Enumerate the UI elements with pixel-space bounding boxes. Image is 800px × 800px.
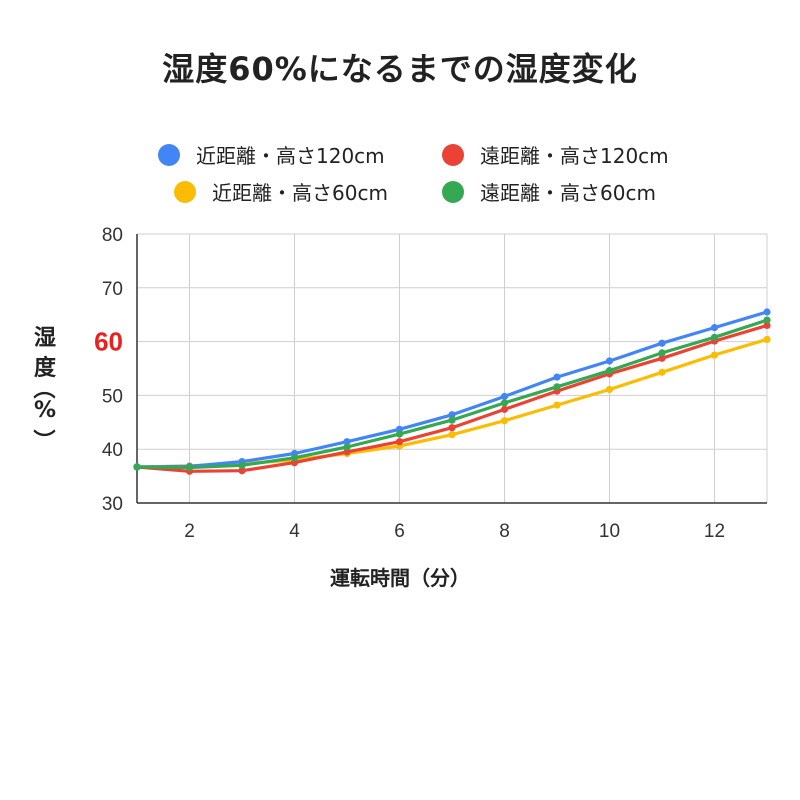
x-tick-label: 10 [599, 521, 620, 542]
y-tick-label: 30 [102, 494, 123, 515]
y-tick-label: 50 [102, 386, 123, 407]
data-point [763, 335, 771, 344]
data-point [448, 424, 456, 432]
data-point [553, 401, 561, 409]
data-point [763, 316, 771, 324]
data-point [500, 417, 509, 425]
data-point [658, 349, 666, 357]
y-axis-title-char: 湿 [33, 326, 56, 351]
data-point [500, 405, 509, 413]
data-point [395, 438, 404, 446]
data-point [710, 324, 719, 332]
chart-title: 湿度60%になるまでの湿度変化 [162, 50, 638, 88]
x-tick-label: 4 [289, 521, 300, 542]
series-3 [133, 335, 771, 471]
data-point [658, 339, 666, 347]
data-point [238, 467, 246, 475]
data-point [133, 463, 141, 471]
legend-label: 近距離・高さ120cm [196, 144, 385, 168]
data-point [343, 443, 351, 451]
data-point [238, 461, 246, 469]
data-point [710, 351, 719, 359]
x-tick-label: 2 [184, 521, 195, 542]
data-point [448, 416, 456, 424]
data-point [395, 430, 404, 438]
series-4 [133, 316, 771, 472]
legend: 近距離・高さ120cm 遠距離・高さ120cm 近距離・高さ60cm 遠距離・高… [0, 0, 800, 205]
data-point [343, 438, 351, 446]
data-point [605, 357, 614, 365]
data-point [500, 392, 509, 401]
legend-label: 遠距離・高さ60cm [480, 181, 656, 205]
y-axis-title-char: 度 [33, 356, 56, 381]
legend-dot-yellow [174, 180, 196, 203]
series-line [135, 337, 769, 469]
data-point [500, 399, 509, 407]
series-1 [133, 308, 771, 471]
data-point [605, 385, 614, 394]
legend-label: 遠距離・高さ120cm [480, 144, 669, 168]
series-2 [133, 321, 771, 475]
x-tick-label: 8 [499, 521, 510, 542]
x-axis-title: 運転時間（分） [330, 566, 470, 590]
legend-item-near-60: 近距離・高さ60cm [174, 177, 388, 206]
y-tick-label: 70 [102, 279, 123, 300]
data-point [658, 354, 666, 362]
x-tick-label: 6 [394, 521, 405, 542]
x-tick-label: 12 [704, 521, 725, 542]
series-line [135, 310, 769, 469]
legend-label: 近距離・高さ60cm [212, 181, 388, 205]
y-tick-label: 40 [102, 440, 123, 461]
series-line [135, 318, 769, 470]
legend-item-far-60: 遠距離・高さ60cm [442, 177, 656, 206]
tick-labels: 30 40 50 60 70 80 2 4 6 8 10 12 [94, 225, 725, 542]
data-point [290, 454, 299, 462]
data-point [185, 463, 194, 472]
data-point [763, 308, 771, 316]
y-tick-label: 80 [102, 225, 123, 246]
axes [136, 234, 767, 504]
y-tick-label-highlight: 60 [94, 327, 123, 357]
legend-dot-red [442, 143, 464, 166]
data-point [763, 321, 771, 330]
data-point [448, 431, 456, 439]
data-point [710, 333, 719, 341]
y-axis-title-char: % [33, 398, 57, 423]
data-point [605, 367, 614, 375]
data-point [658, 368, 666, 376]
legend-item-near-120: 近距離・高さ120cm [158, 140, 385, 169]
series-layer [133, 308, 771, 475]
data-point [553, 373, 561, 381]
legend-dot-blue [158, 143, 180, 166]
data-point [448, 411, 456, 419]
legend-item-far-120: 遠距離・高さ120cm [442, 140, 669, 169]
data-point [553, 383, 561, 391]
legend-dot-green [442, 180, 464, 203]
